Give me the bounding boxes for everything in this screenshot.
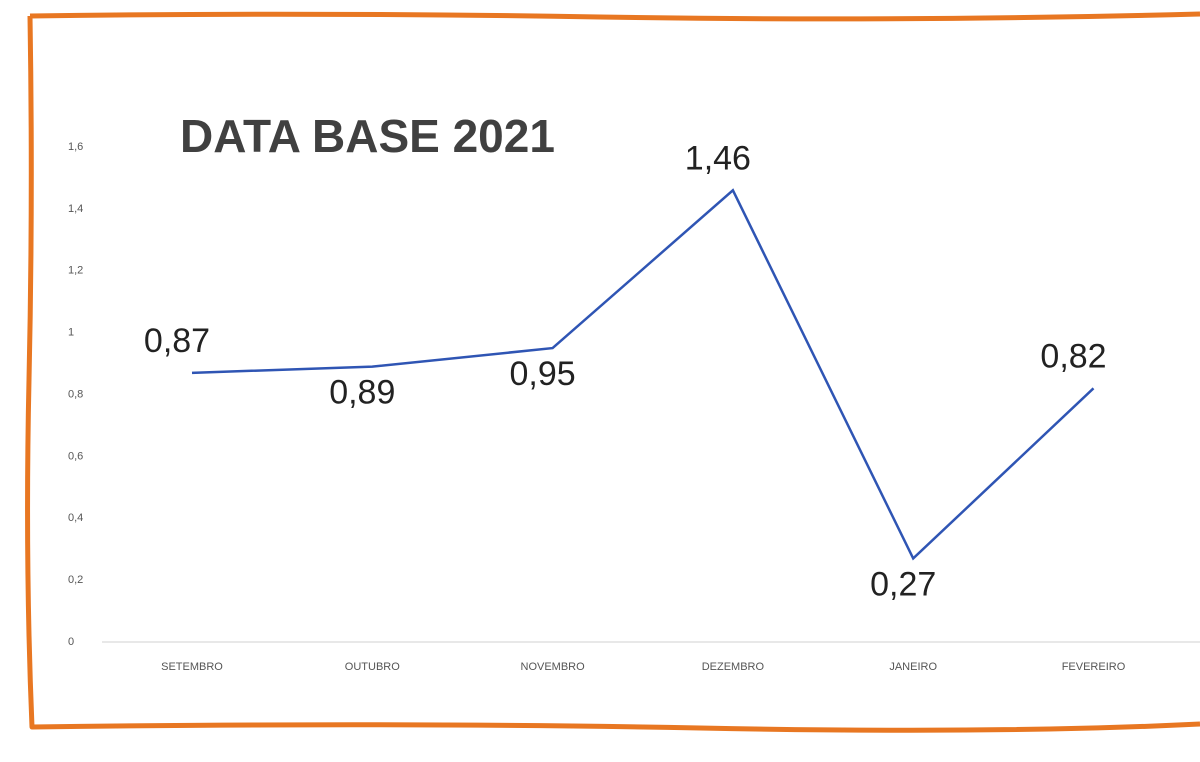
x-tick-label: DEZEMBRO (702, 661, 765, 673)
y-tick-label: 1,2 (68, 265, 83, 277)
frame (25, 11, 1200, 733)
value-label: 0,82 (1040, 337, 1106, 375)
y-tick-label: 0,8 (68, 388, 83, 400)
x-tick-label: OUTUBRO (345, 661, 400, 673)
x-tick-label: NOVEMBRO (521, 661, 586, 673)
y-tick-label: 0,2 (68, 574, 83, 586)
x-tick-label: FEVEREIRO (1062, 661, 1126, 673)
y-tick-label: 0,6 (68, 450, 83, 462)
y-tick-label: 1,6 (68, 141, 83, 153)
x-tick-label: SETEMBRO (161, 661, 223, 673)
value-label: 0,87 (144, 322, 210, 360)
chart-title: DATA BASE 2021 (180, 110, 555, 162)
value-label: 0,95 (510, 355, 576, 393)
line (191, 188, 1095, 561)
y-tick-label: 0,4 (68, 512, 83, 524)
y-tick-label: 0 (68, 636, 74, 648)
value-label: 0,27 (870, 565, 936, 603)
value-label: 1,46 (685, 139, 751, 177)
x-tick-label: JANEIRO (889, 661, 937, 673)
value-label: 0,89 (329, 374, 395, 412)
y-tick-label: 1,4 (68, 203, 83, 215)
y-tick-label: 1 (68, 327, 74, 339)
